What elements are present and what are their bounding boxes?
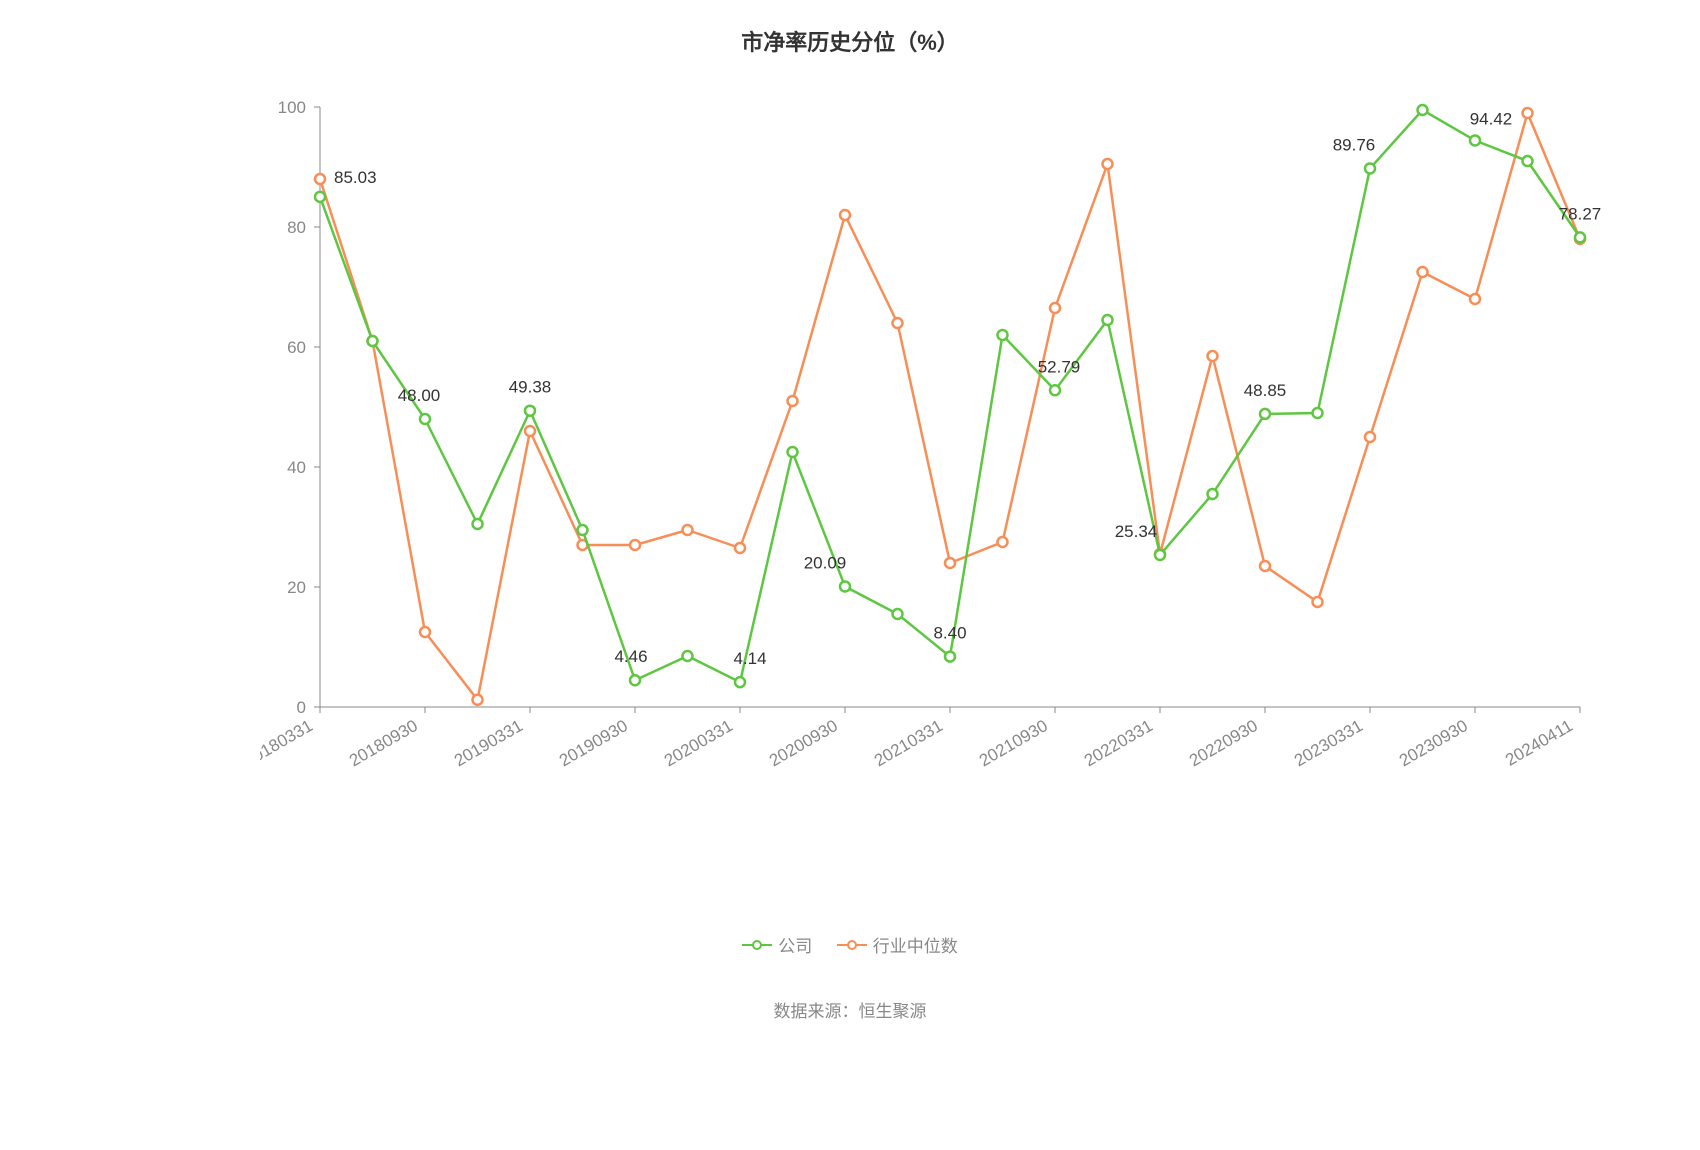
svg-text:48.85: 48.85 [1244, 381, 1287, 400]
svg-text:78.27: 78.27 [1559, 204, 1602, 223]
svg-text:20230331: 20230331 [1291, 716, 1366, 770]
legend-marker-company [742, 939, 772, 951]
svg-text:89.76: 89.76 [1333, 135, 1376, 154]
svg-text:20200930: 20200930 [766, 716, 841, 770]
svg-text:100: 100 [278, 98, 306, 117]
svg-text:8.40: 8.40 [933, 624, 966, 643]
svg-text:0: 0 [297, 698, 306, 717]
svg-text:20210930: 20210930 [976, 716, 1051, 770]
svg-text:20180331: 20180331 [260, 716, 316, 770]
legend-label-company: 公司 [778, 932, 812, 957]
svg-text:4.14: 4.14 [733, 649, 766, 668]
svg-text:20.09: 20.09 [804, 553, 847, 572]
svg-text:20190331: 20190331 [451, 716, 526, 770]
chart-container: 市净率历史分位（%） 0 20 40 60 80 100 20180331 20180930 2… [0, 0, 1700, 1150]
svg-text:20220331: 20220331 [1081, 716, 1156, 770]
svg-text:40: 40 [287, 458, 306, 477]
svg-text:85.03: 85.03 [334, 168, 377, 187]
svg-text:94.42: 94.42 [1470, 109, 1513, 128]
svg-text:25.34: 25.34 [1115, 522, 1158, 541]
chart-title: 市净率历史分位（%） [60, 25, 1640, 57]
plot-area: 0 20 40 60 80 100 20180331 20180930 20190331 2019… [260, 77, 1540, 832]
data-source: 数据来源：恒生聚源 [60, 997, 1640, 1022]
legend-item-company: 公司 [742, 932, 812, 957]
svg-text:49.38: 49.38 [509, 378, 552, 397]
svg-text:20: 20 [287, 578, 306, 597]
svg-text:20190930: 20190930 [556, 716, 631, 770]
svg-text:20180930: 20180930 [346, 716, 421, 770]
svg-text:20220930: 20220930 [1186, 716, 1261, 770]
svg-text:20240411: 20240411 [1502, 716, 1576, 770]
svg-text:60: 60 [287, 338, 306, 357]
svg-text:20200331: 20200331 [661, 716, 736, 770]
legend: 公司 行业中位数 [60, 932, 1640, 957]
svg-text:48.00: 48.00 [398, 386, 441, 405]
svg-text:80: 80 [287, 218, 306, 237]
chart-svg: 0 20 40 60 80 100 20180331 20180930 20190331 2019… [260, 77, 1620, 827]
svg-text:20210331: 20210331 [871, 716, 946, 770]
svg-text:4.46: 4.46 [614, 647, 647, 666]
legend-label-industry: 行业中位数 [873, 932, 958, 957]
svg-text:20230930: 20230930 [1396, 716, 1471, 770]
legend-item-industry: 行业中位数 [837, 932, 958, 957]
legend-marker-industry [837, 939, 867, 951]
svg-text:52.79: 52.79 [1038, 357, 1081, 376]
